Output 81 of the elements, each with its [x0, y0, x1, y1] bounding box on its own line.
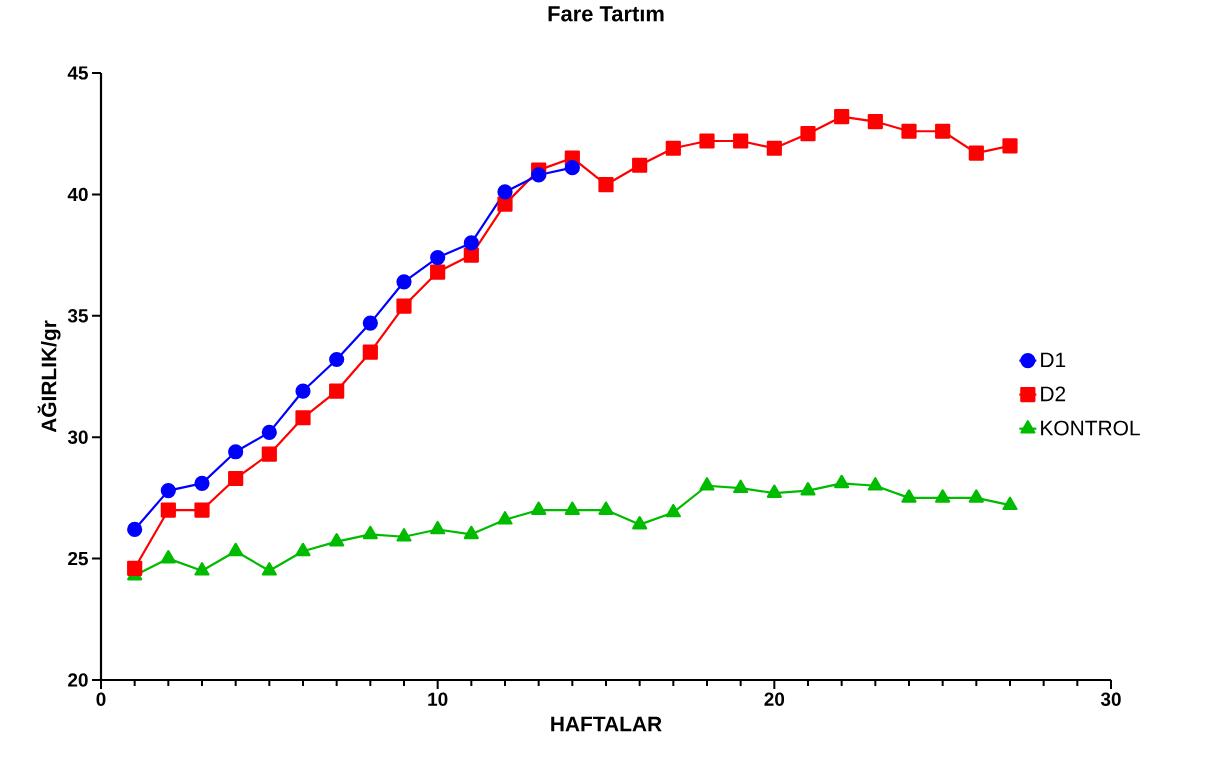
point [834, 109, 850, 125]
y-tick-label: 35 [67, 309, 88, 323]
point [867, 477, 883, 491]
point [295, 410, 311, 426]
point [968, 489, 984, 503]
point [699, 133, 715, 149]
point [497, 196, 513, 212]
point [598, 501, 614, 515]
point [463, 525, 479, 540]
point [430, 520, 446, 535]
point [362, 525, 378, 540]
point [497, 184, 513, 200]
chart-title: Fare Tartım [548, 6, 664, 22]
point [766, 140, 782, 156]
x-tick-label: 0 [96, 692, 106, 706]
point [160, 550, 176, 564]
point [362, 315, 378, 331]
point [733, 479, 749, 494]
point [295, 383, 311, 399]
point [800, 482, 816, 496]
point [261, 562, 277, 576]
point [766, 484, 782, 498]
point [228, 470, 244, 487]
point [497, 511, 513, 525]
point [901, 489, 917, 503]
point [228, 542, 244, 557]
legend-label: KONTROL [1041, 420, 1140, 436]
x-axis-title: HAFTALAR [551, 716, 662, 732]
point [733, 133, 749, 149]
point [127, 560, 143, 576]
point [396, 528, 412, 542]
y-tick-label: 25 [68, 551, 88, 566]
point [194, 562, 210, 576]
y-tick-label: 20 [68, 673, 88, 687]
point [564, 501, 580, 515]
point [329, 383, 345, 399]
x-tick-label: 10 [428, 692, 448, 706]
point [1002, 138, 1018, 154]
point [160, 483, 176, 499]
point [261, 446, 277, 462]
point [901, 123, 917, 139]
y-tick-label: 40 [67, 187, 88, 202]
point [665, 503, 681, 518]
point [362, 344, 378, 360]
point [632, 516, 648, 530]
point [968, 145, 984, 161]
point [935, 123, 951, 139]
point [228, 444, 244, 460]
point [329, 351, 345, 368]
point [194, 502, 210, 518]
y-axis-title: AĞIRLIK/gr [37, 320, 61, 433]
point [598, 177, 614, 193]
point [261, 424, 277, 440]
point [430, 249, 446, 266]
y-tick-label: 30 [67, 430, 88, 444]
point [463, 247, 479, 263]
point [699, 477, 715, 491]
point [396, 298, 412, 314]
point [295, 542, 311, 557]
point [564, 160, 580, 176]
x-tick-label: 30 [1100, 692, 1121, 706]
point [632, 157, 648, 173]
point [329, 533, 345, 547]
point [127, 521, 143, 538]
legend-label: D1 [1041, 352, 1066, 368]
point [935, 489, 951, 503]
point [430, 264, 446, 280]
point [160, 502, 176, 518]
point [665, 140, 681, 156]
y-tick-label: 45 [67, 66, 88, 80]
point [800, 126, 816, 142]
point [531, 501, 547, 515]
x-tick-label: 20 [764, 692, 785, 706]
point [396, 274, 412, 290]
legend-label: D2 [1041, 386, 1066, 402]
point [194, 475, 210, 491]
point [867, 113, 883, 130]
point [463, 235, 479, 251]
point [531, 167, 547, 183]
point [1002, 496, 1018, 511]
point [834, 474, 850, 489]
